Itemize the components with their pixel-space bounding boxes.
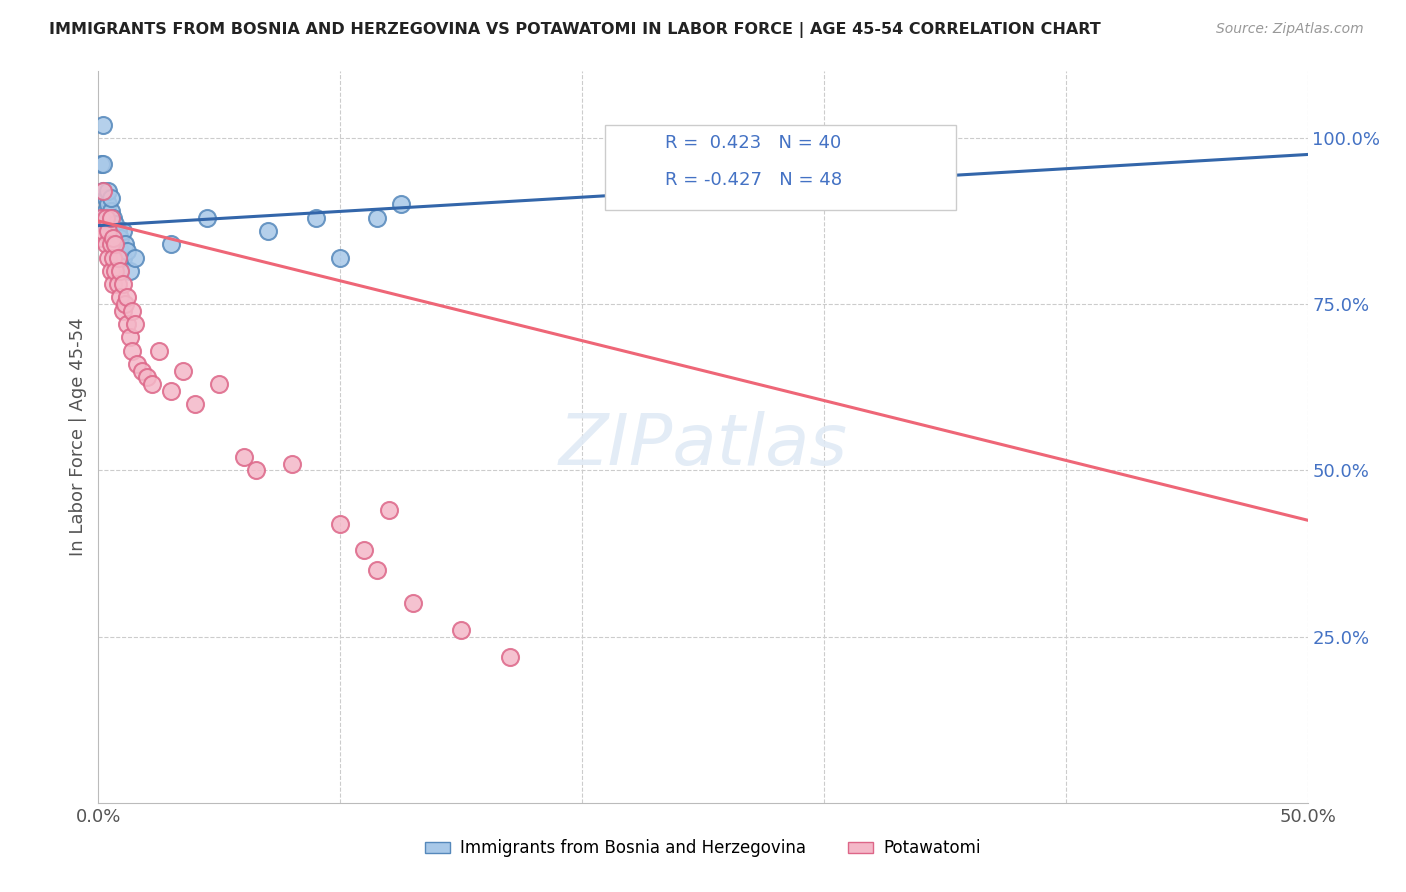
Point	[329, 516, 352, 531]
Point	[104, 230, 127, 244]
Point	[107, 251, 129, 265]
Point	[104, 244, 127, 258]
Point	[90, 230, 112, 244]
Point	[91, 184, 114, 198]
Point	[329, 251, 352, 265]
Point	[100, 264, 122, 278]
Point	[498, 649, 520, 664]
Point	[94, 211, 117, 225]
Point	[118, 330, 141, 344]
Legend: Immigrants from Bosnia and Herzegovina, Potawatomi: Immigrants from Bosnia and Herzegovina, …	[419, 832, 987, 864]
Point	[101, 211, 124, 225]
Point	[97, 251, 120, 265]
Point	[124, 251, 146, 265]
Point	[160, 237, 183, 252]
Point	[131, 363, 153, 377]
Point	[107, 277, 129, 292]
Point	[100, 191, 122, 205]
Point	[90, 211, 112, 225]
Point	[90, 211, 112, 225]
Point	[100, 211, 122, 225]
Point	[118, 264, 141, 278]
Point	[91, 157, 114, 171]
Point	[100, 217, 122, 231]
Point	[111, 277, 134, 292]
Point	[160, 384, 183, 398]
Y-axis label: In Labor Force | Age 45-54: In Labor Force | Age 45-54	[69, 318, 87, 557]
Text: ZIPatlas: ZIPatlas	[558, 411, 848, 481]
Point	[90, 157, 112, 171]
Point	[117, 317, 139, 331]
Point	[127, 357, 149, 371]
Point	[377, 503, 399, 517]
Point	[141, 376, 163, 391]
Point	[111, 251, 134, 265]
Point	[108, 264, 131, 278]
Point	[100, 204, 122, 219]
Point	[101, 277, 124, 292]
Text: R =  0.423   N = 40: R = 0.423 N = 40	[665, 134, 841, 152]
Point	[100, 230, 122, 244]
Point	[114, 237, 136, 252]
Point	[402, 596, 425, 610]
Point	[94, 237, 117, 252]
Point	[121, 343, 143, 358]
Point	[111, 224, 134, 238]
Point	[366, 563, 388, 577]
Point	[124, 317, 146, 331]
Point	[389, 197, 412, 211]
Text: IMMIGRANTS FROM BOSNIA AND HERZEGOVINA VS POTAWATOMI IN LABOR FORCE | AGE 45-54 : IMMIGRANTS FROM BOSNIA AND HERZEGOVINA V…	[49, 22, 1101, 38]
Text: R = -0.427   N = 48: R = -0.427 N = 48	[665, 171, 842, 189]
Point	[172, 363, 194, 377]
Point	[91, 224, 114, 238]
Point	[111, 303, 134, 318]
Point	[104, 217, 127, 231]
Point	[108, 244, 131, 258]
Point	[101, 230, 124, 244]
Point	[108, 290, 131, 304]
Point	[195, 211, 218, 225]
Point	[232, 450, 254, 464]
Point	[104, 237, 127, 252]
Point	[97, 224, 120, 238]
Point	[91, 184, 114, 198]
Point	[184, 397, 207, 411]
Point	[91, 118, 114, 132]
Point	[97, 211, 120, 225]
Point	[305, 211, 328, 225]
Point	[117, 244, 139, 258]
Point	[256, 224, 278, 238]
Point	[94, 191, 117, 205]
Point	[245, 463, 267, 477]
Point	[135, 370, 157, 384]
Point	[104, 264, 127, 278]
Point	[91, 211, 114, 225]
Point	[121, 303, 143, 318]
Point	[281, 457, 304, 471]
Point	[101, 224, 124, 238]
Point	[117, 290, 139, 304]
Point	[97, 184, 120, 198]
Point	[450, 623, 472, 637]
Point	[97, 224, 120, 238]
Point	[208, 376, 231, 391]
Point	[107, 224, 129, 238]
Point	[366, 211, 388, 225]
Point	[114, 297, 136, 311]
Point	[107, 237, 129, 252]
Text: Source: ZipAtlas.com: Source: ZipAtlas.com	[1216, 22, 1364, 37]
Point	[94, 217, 117, 231]
Point	[100, 237, 122, 252]
Point	[94, 204, 117, 219]
Point	[101, 251, 124, 265]
Point	[353, 543, 375, 558]
Point	[97, 197, 120, 211]
Point	[101, 237, 124, 252]
Point	[108, 230, 131, 244]
Point	[148, 343, 170, 358]
